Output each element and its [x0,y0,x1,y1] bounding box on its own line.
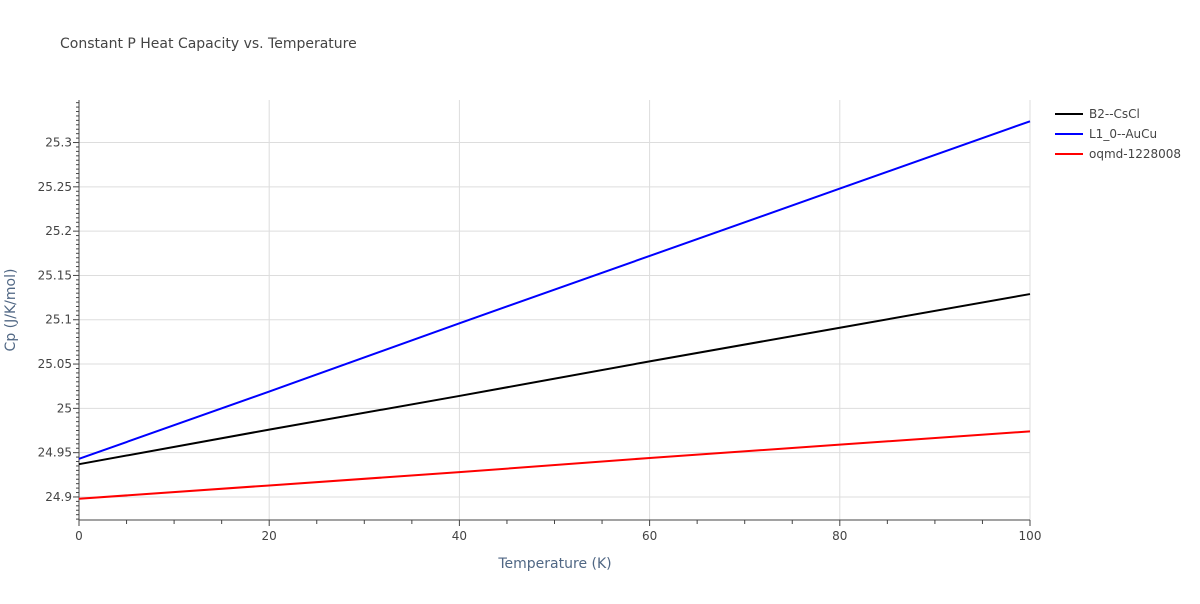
grid-layer [79,100,1031,520]
x-tick-label: 100 [1019,529,1042,543]
series-layer [78,120,1031,500]
x-tick-label: 60 [642,529,657,543]
y-tick-label: 25.05 [38,357,72,371]
x-axis-title: Temperature (K) [497,556,611,572]
x-tick-label: 80 [832,529,847,543]
y-tick-label: 25.1 [45,313,72,327]
y-tick-label: 25.25 [38,180,72,194]
legend-label: L1_0--AuCu [1089,127,1157,141]
legend-label: oqmd-1228008 [1089,147,1181,161]
y-tick-label: 25.3 [45,136,72,150]
y-tick-label: 25.15 [38,268,72,282]
x-tick-label: 20 [262,529,277,543]
series-line [78,430,1031,500]
legend-label: B2--CsCl [1089,107,1140,121]
x-tick-label: 40 [452,529,467,543]
y-axis-title: Cp (J/K/mol) [3,269,19,352]
axis-layer: 0 20 40 60 80 100 24.9 24.95 25 25.05 25.1 25.15 25.… [38,100,1042,543]
y-tick-label: 25.2 [45,224,72,238]
series-line [78,293,1031,466]
y-tick-label: 25 [57,401,72,415]
series-line [78,120,1031,460]
y-tick-label: 24.9 [45,490,72,504]
legend[interactable]: B2--CsCl L1_0--AuCu oqmd-1228008 [1055,107,1181,161]
chart-title: Constant P Heat Capacity vs. Temperature [60,36,357,52]
x-tick-label: 0 [75,529,83,543]
y-tick-label: 24.95 [38,446,72,460]
